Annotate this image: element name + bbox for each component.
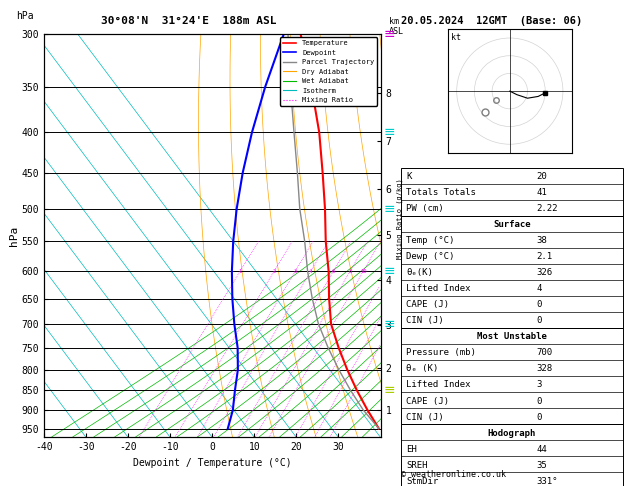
Text: 328: 328 <box>537 364 553 373</box>
Text: θₑ(K): θₑ(K) <box>406 268 433 277</box>
Text: 331°: 331° <box>537 477 558 486</box>
Text: StmDir: StmDir <box>406 477 438 486</box>
Text: Pressure (mb): Pressure (mb) <box>406 348 476 357</box>
Text: 4: 4 <box>537 284 542 293</box>
Y-axis label: hPa: hPa <box>9 226 19 246</box>
Text: EH: EH <box>406 445 417 453</box>
Text: Totals Totals: Totals Totals <box>406 188 476 197</box>
Text: ≡: ≡ <box>384 202 395 216</box>
Text: ≡: ≡ <box>384 317 395 331</box>
Text: 0: 0 <box>537 413 542 421</box>
Text: 0: 0 <box>537 316 542 325</box>
Text: 326: 326 <box>537 268 553 277</box>
Text: SREH: SREH <box>406 461 428 469</box>
Text: hPa: hPa <box>16 11 33 21</box>
Text: 20: 20 <box>537 172 547 181</box>
Text: CIN (J): CIN (J) <box>406 413 444 421</box>
Text: Mixing Ratio (g/kg): Mixing Ratio (g/kg) <box>396 178 403 259</box>
Text: ≡: ≡ <box>384 264 395 278</box>
Text: PW (cm): PW (cm) <box>406 204 444 213</box>
Text: 30°08'N  31°24'E  188m ASL: 30°08'N 31°24'E 188m ASL <box>101 16 277 26</box>
Text: Temp (°C): Temp (°C) <box>406 236 455 245</box>
Text: Lifted Index: Lifted Index <box>406 284 471 293</box>
Legend: Temperature, Dewpoint, Parcel Trajectory, Dry Adiabat, Wet Adiabat, Isotherm, Mi: Temperature, Dewpoint, Parcel Trajectory… <box>280 37 377 106</box>
Text: km
ASL: km ASL <box>389 17 404 36</box>
Text: 6: 6 <box>331 269 335 274</box>
Text: ≡: ≡ <box>384 383 395 398</box>
Text: Surface: Surface <box>493 220 531 229</box>
Text: CAPE (J): CAPE (J) <box>406 397 449 405</box>
Text: 3: 3 <box>537 381 542 389</box>
Text: 700: 700 <box>537 348 553 357</box>
Text: Most Unstable: Most Unstable <box>477 332 547 341</box>
Text: 3: 3 <box>294 269 297 274</box>
Text: 2.1: 2.1 <box>537 252 553 261</box>
Text: 41: 41 <box>537 188 547 197</box>
Text: 20.05.2024  12GMT  (Base: 06): 20.05.2024 12GMT (Base: 06) <box>401 16 582 26</box>
Text: θₑ (K): θₑ (K) <box>406 364 438 373</box>
Text: 2.22: 2.22 <box>537 204 558 213</box>
Text: ≡: ≡ <box>384 27 395 41</box>
Text: © weatheronline.co.uk: © weatheronline.co.uk <box>401 469 506 479</box>
Text: 1: 1 <box>238 269 242 274</box>
Text: 2: 2 <box>272 269 276 274</box>
X-axis label: Dewpoint / Temperature (°C): Dewpoint / Temperature (°C) <box>133 458 292 468</box>
Text: Hodograph: Hodograph <box>488 429 536 437</box>
Text: K: K <box>406 172 412 181</box>
Text: 35: 35 <box>537 461 547 469</box>
Text: Dewp (°C): Dewp (°C) <box>406 252 455 261</box>
Text: 4: 4 <box>309 269 313 274</box>
Text: 8: 8 <box>348 269 352 274</box>
Text: CAPE (J): CAPE (J) <box>406 300 449 309</box>
Text: 0: 0 <box>537 300 542 309</box>
Text: 44: 44 <box>537 445 547 453</box>
Text: ≡: ≡ <box>384 125 395 139</box>
Text: 0: 0 <box>537 397 542 405</box>
Text: kt: kt <box>452 33 462 42</box>
Text: Lifted Index: Lifted Index <box>406 381 471 389</box>
Text: 10: 10 <box>360 269 367 274</box>
Text: CIN (J): CIN (J) <box>406 316 444 325</box>
Text: 38: 38 <box>537 236 547 245</box>
